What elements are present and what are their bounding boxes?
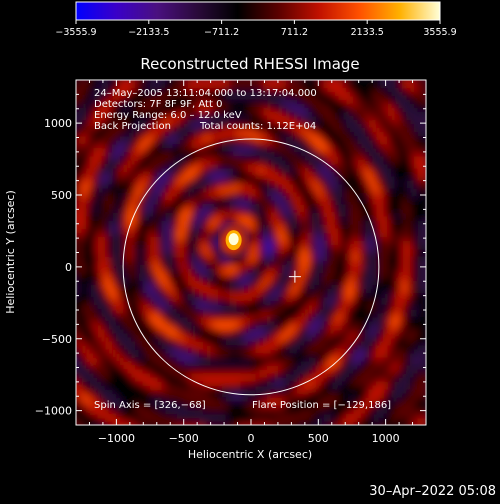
colorbar-tick-label: −711.2 [204, 27, 239, 38]
plot-area: −1000 −500 0 500 1000 −1000 −500 0 500 1000 [35, 78, 428, 445]
colorbar-ticks: −3555.9 −2133.5 −711.2 711.2 2133.5 3555.9 [55, 20, 456, 38]
colorbar-tick-label: 711.2 [281, 27, 308, 38]
annotation-spin-axis: Spin Axis = [326,−68] [94, 400, 206, 411]
y-tick-label: −1000 [35, 405, 72, 418]
annotation-date: 24–May–2005 13:11:04.000 to 13:17:04.000 [94, 88, 317, 99]
y-tick-label: 1000 [44, 117, 72, 130]
colorbar-tick-label: −2133.5 [128, 27, 169, 38]
annotation-counts: Total counts: 1.12E+04 [199, 121, 316, 132]
annotation-detectors: Detectors: 7F 8F 9F, Att 0 [94, 99, 222, 110]
annotation-energy: Energy Range: 6.0 – 12.0 keV [94, 110, 242, 121]
chart-title: Reconstructed RHESSI Image [140, 55, 359, 73]
colorbar-tick-label: 3555.9 [423, 27, 456, 38]
x-axis-label: Heliocentric X (arcsec) [188, 448, 312, 461]
y-axis-label: Heliocentric Y (arcsec) [4, 190, 17, 314]
x-tick-label: 0 [248, 432, 255, 445]
colorbar-tick-label: 2133.5 [351, 27, 384, 38]
y-tick-label: 500 [51, 189, 72, 202]
x-tick-label: 500 [308, 432, 329, 445]
x-tick-label: 1000 [372, 432, 400, 445]
x-tick-label: −1000 [98, 432, 135, 445]
colorbar-tick-label: −3555.9 [55, 27, 96, 38]
annotation-flare-position: Flare Position = [−129,186] [252, 400, 391, 411]
footer-timestamp: 30–Apr–2022 05:08 [369, 484, 496, 499]
y-tick-label: −500 [42, 333, 72, 346]
colorbar [76, 2, 440, 20]
x-tick-label: −500 [169, 432, 199, 445]
y-tick-label: 0 [65, 261, 72, 274]
annotation-method: Back Projection [94, 121, 171, 132]
